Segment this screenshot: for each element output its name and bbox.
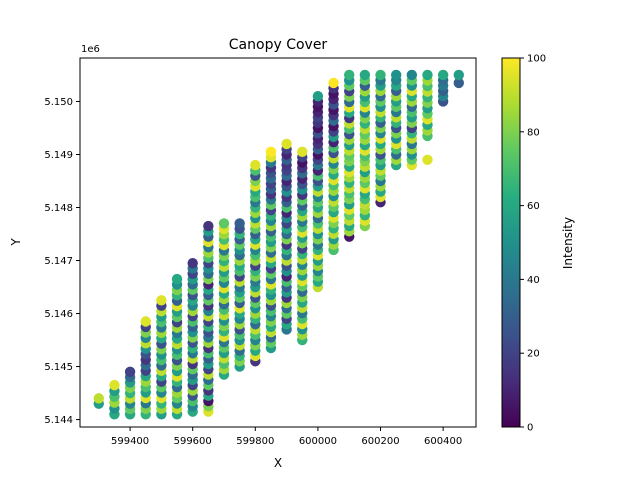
colorbar-tick-label: 20 [527, 349, 540, 360]
colorbar [501, 57, 521, 428]
data-point [344, 69, 355, 81]
y-tick-label: 5.149 [44, 150, 73, 161]
data-point [406, 69, 418, 81]
data-point [297, 146, 308, 158]
data-point [422, 154, 433, 165]
data-point [140, 316, 151, 327]
data-point [203, 220, 214, 232]
colorbar-axis: 0 20 40 60 80 100 [520, 54, 546, 434]
y-tick-label: 5.148 [44, 203, 73, 214]
x-axis-label: X [274, 456, 282, 470]
data-point [312, 90, 324, 102]
chart-title: Canopy Cover [229, 37, 328, 53]
x-tick-label: 600200 [361, 436, 399, 447]
colorbar-tick-label: 80 [527, 127, 540, 138]
data-point [218, 218, 230, 229]
data-point [109, 379, 120, 391]
data-point [422, 69, 433, 81]
data-point [390, 69, 402, 81]
data-point [156, 295, 167, 306]
y-offset-label: 1e6 [81, 44, 100, 55]
y-tick-label: 5.144 [44, 415, 73, 426]
data-point [437, 69, 449, 81]
data-point [234, 218, 245, 229]
data-point [250, 159, 261, 171]
colorbar-tick-label: 0 [527, 423, 533, 434]
data-point [375, 69, 386, 81]
data-point [265, 146, 277, 158]
plot-frame [79, 57, 477, 428]
x-tick-label: 600000 [299, 436, 337, 447]
y-tick-label: 5.145 [44, 362, 73, 373]
x-tick-label: 599800 [236, 436, 274, 447]
colorbar-tick-label: 100 [527, 54, 546, 65]
data-point [453, 69, 464, 81]
y-tick-label: 5.150 [44, 97, 73, 108]
colorbar-tick-label: 60 [527, 201, 540, 212]
y-tick-label: 5.146 [44, 309, 73, 320]
x-tick-label: 599600 [174, 436, 212, 447]
data-point [281, 138, 292, 150]
x-tick-label: 600400 [424, 436, 462, 447]
colorbar-tick-label: 40 [527, 275, 540, 286]
data-point [187, 257, 198, 269]
colorbar-label: Intensity [561, 217, 575, 269]
scatter-points [93, 69, 464, 420]
x-tick-label: 599400 [111, 436, 149, 447]
y-axis-label: Y [9, 238, 23, 247]
data-point [359, 69, 371, 81]
x-axis: 599400 599600 599800 600000 600200 600400 [111, 427, 462, 447]
data-point [328, 77, 339, 89]
data-point [453, 77, 464, 89]
y-axis: 5.144 5.145 5.146 5.147 5.148 5.149 5.150 [44, 97, 80, 426]
y-tick-label: 5.147 [44, 256, 73, 267]
data-point [124, 366, 136, 378]
data-point [93, 393, 104, 404]
data-point [171, 273, 183, 285]
